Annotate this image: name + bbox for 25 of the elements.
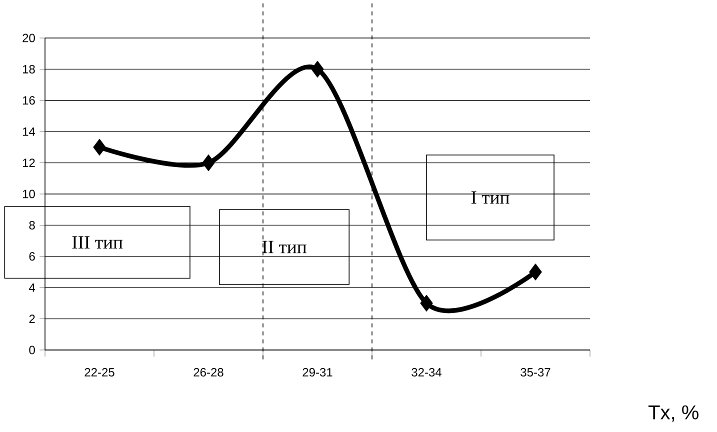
- x-tick-label: 35-37: [520, 368, 550, 377]
- x-tick-label: 29-31: [302, 368, 332, 377]
- point: [420, 294, 433, 312]
- annotation: I тип: [471, 191, 510, 204]
- point: [202, 154, 215, 172]
- y-tick-label: 2: [29, 314, 35, 323]
- y-tick-label: 0: [29, 346, 35, 354]
- y-tick-label: 4: [29, 283, 36, 292]
- x-tick-label: 32-34: [412, 368, 442, 377]
- y-tick-label: 20: [22, 34, 35, 42]
- annotation: II тип: [262, 240, 306, 254]
- x-axis-title: Tx, %: [648, 405, 698, 422]
- x-tick-label: 22-25: [84, 368, 114, 377]
- point: [93, 138, 106, 156]
- y-tick-label: 14: [22, 127, 36, 136]
- x-tick-label: 26-28: [194, 368, 224, 377]
- y-tick-label: 16: [22, 96, 35, 105]
- annotation: III тип: [72, 236, 123, 248]
- point: [311, 60, 324, 78]
- y-tick-label: 6: [29, 252, 35, 261]
- y-tick-label: 12: [22, 158, 35, 167]
- y-tick-label: 8: [29, 220, 35, 230]
- point: [529, 264, 542, 280]
- y-tick-label: 10: [22, 190, 35, 198]
- y-tick-label: 18: [22, 64, 35, 74]
